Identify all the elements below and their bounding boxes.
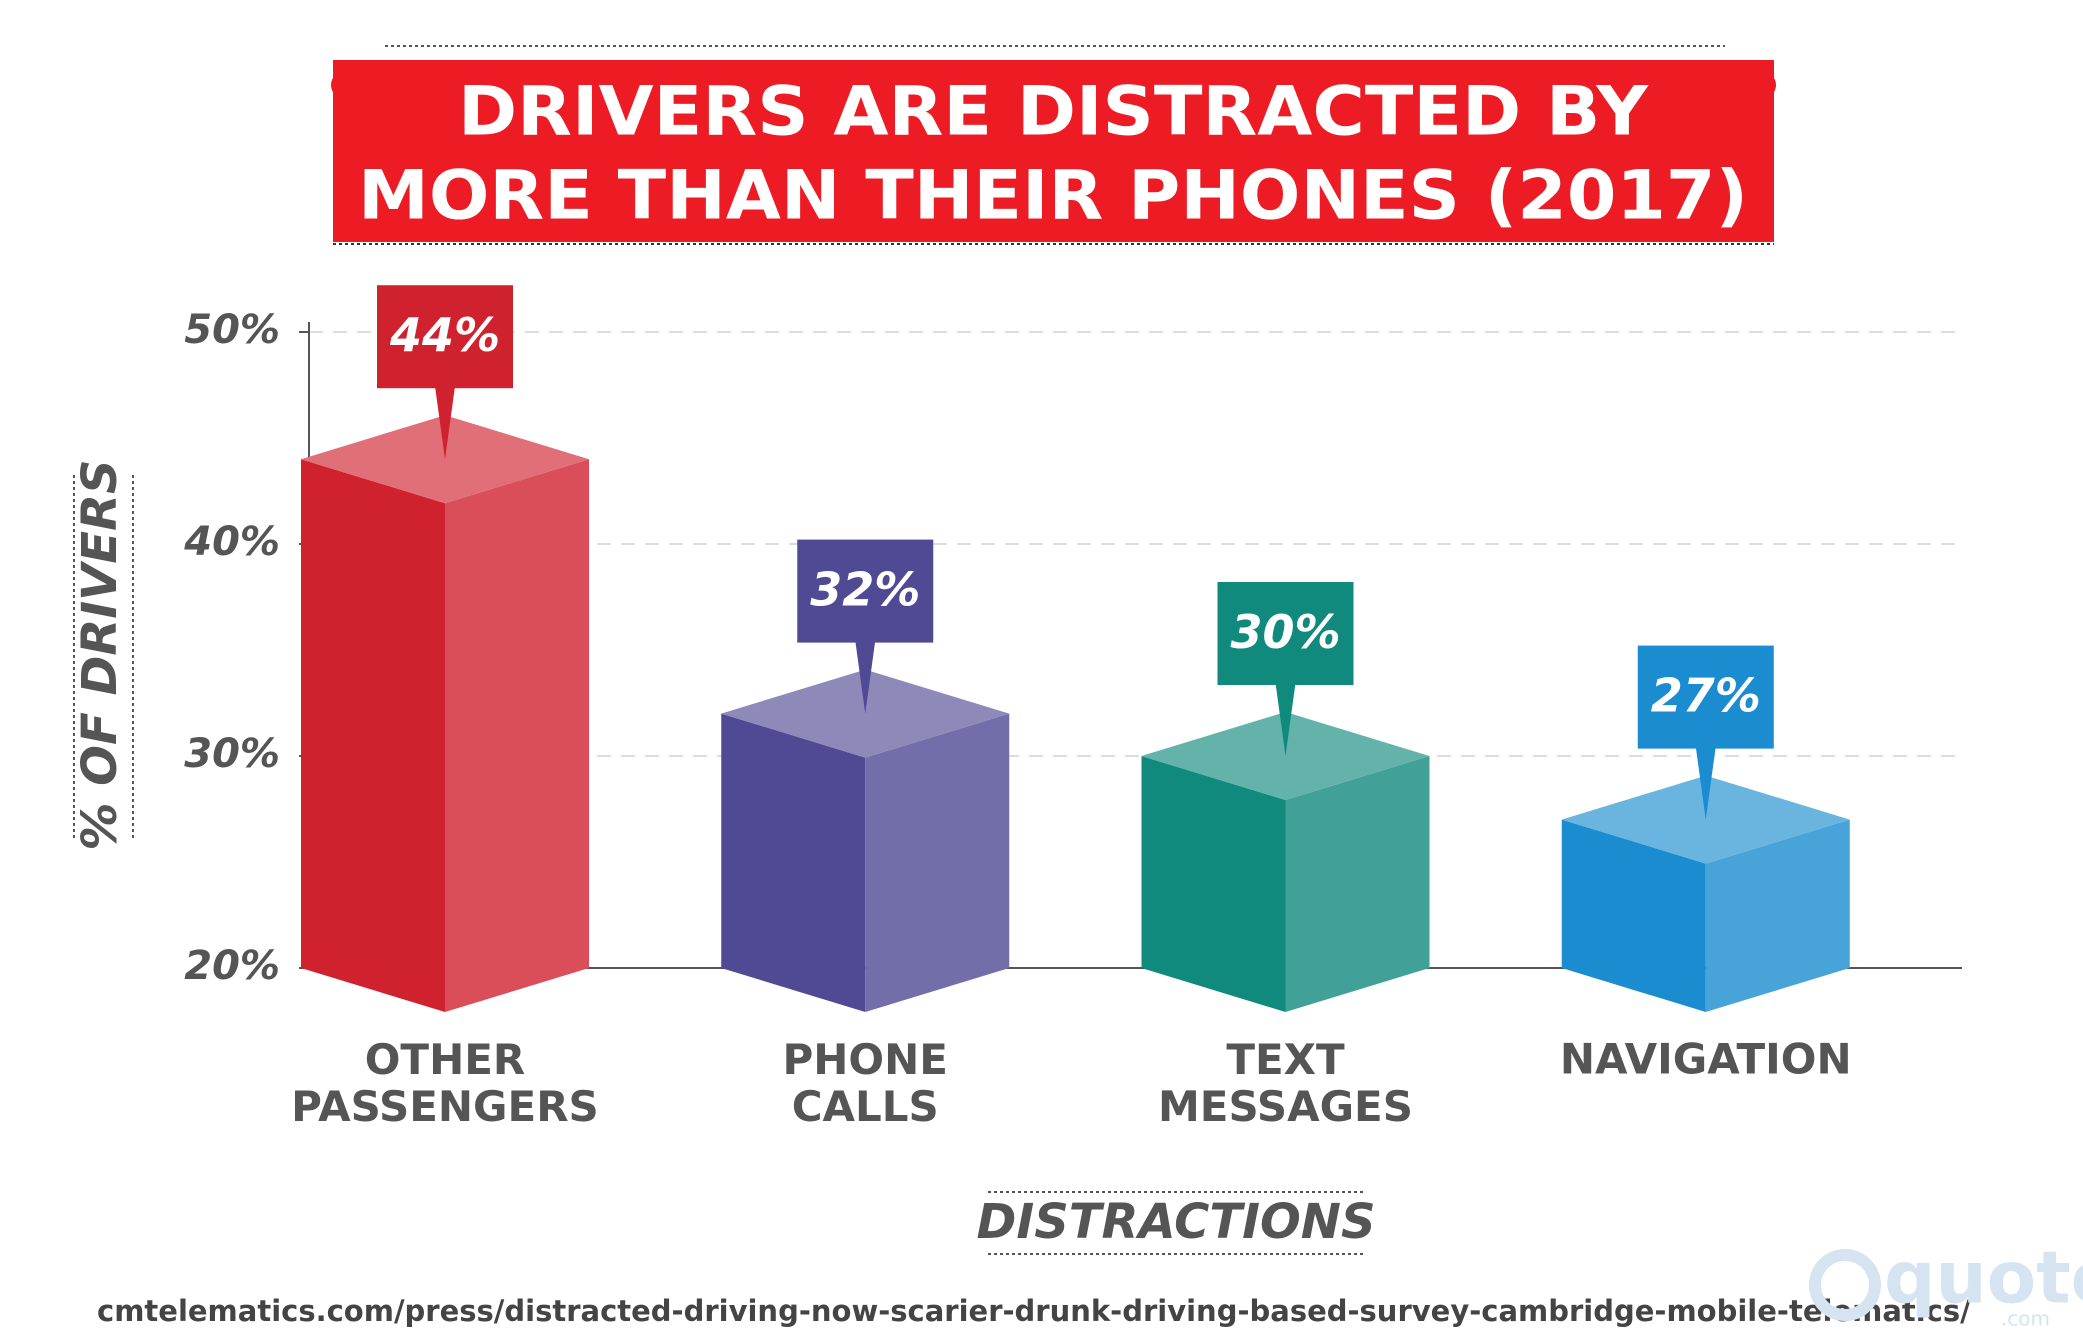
value-label: 27% xyxy=(1651,669,1761,723)
x-tick-label: PHONE CALLS xyxy=(783,1035,948,1131)
y-tick-label: 50% xyxy=(184,307,280,353)
label-pointer xyxy=(435,386,455,460)
bar-side xyxy=(1285,756,1430,1012)
bar-side xyxy=(865,713,1010,1012)
label-pointer xyxy=(1695,746,1716,820)
x-tick-label: TEXT MESSAGES xyxy=(1158,1035,1413,1131)
x-axis-title: DISTRACTIONS xyxy=(976,1194,1375,1250)
y-tick-label: 30% xyxy=(184,731,280,777)
label-box xyxy=(377,285,513,389)
bar-side xyxy=(445,459,589,1012)
logo: quote xyxy=(1884,1236,2083,1320)
x-tick-label: NAVIGATION xyxy=(1560,1035,1852,1084)
value-label: 30% xyxy=(1230,605,1340,659)
logo-icon xyxy=(1809,1249,1881,1321)
label-pointer xyxy=(1275,683,1296,756)
chart-title: DRIVERS ARE DISTRACTED BY xyxy=(458,73,1649,152)
value-label: 44% xyxy=(389,308,500,362)
label-box xyxy=(1217,582,1354,685)
title-banner xyxy=(333,60,1774,242)
bar-front xyxy=(1561,819,1706,1012)
source: cmtelematics.com/press/distracted-drivin… xyxy=(97,1294,1971,1328)
banner-dot xyxy=(331,71,359,99)
bar-side xyxy=(1705,819,1850,1012)
value-label: 32% xyxy=(810,563,920,617)
banner-dot xyxy=(1748,71,1776,99)
label-box xyxy=(797,539,934,643)
y-tick-label: 40% xyxy=(183,519,280,565)
y-axis-title: % OF DRIVERS xyxy=(72,459,128,850)
label-pointer xyxy=(855,640,876,714)
y-tick-label: 20% xyxy=(184,943,280,989)
bar-front xyxy=(301,459,445,1012)
bar-front xyxy=(1141,756,1286,1012)
logo-suffix: .com xyxy=(2001,1307,2050,1331)
chart-title: MORE THAN THEIR PHONES (2017) xyxy=(358,157,1748,236)
label-box xyxy=(1637,645,1774,749)
x-tick-label: OTHER PASSENGERS xyxy=(291,1035,599,1131)
bar-front xyxy=(721,713,866,1012)
